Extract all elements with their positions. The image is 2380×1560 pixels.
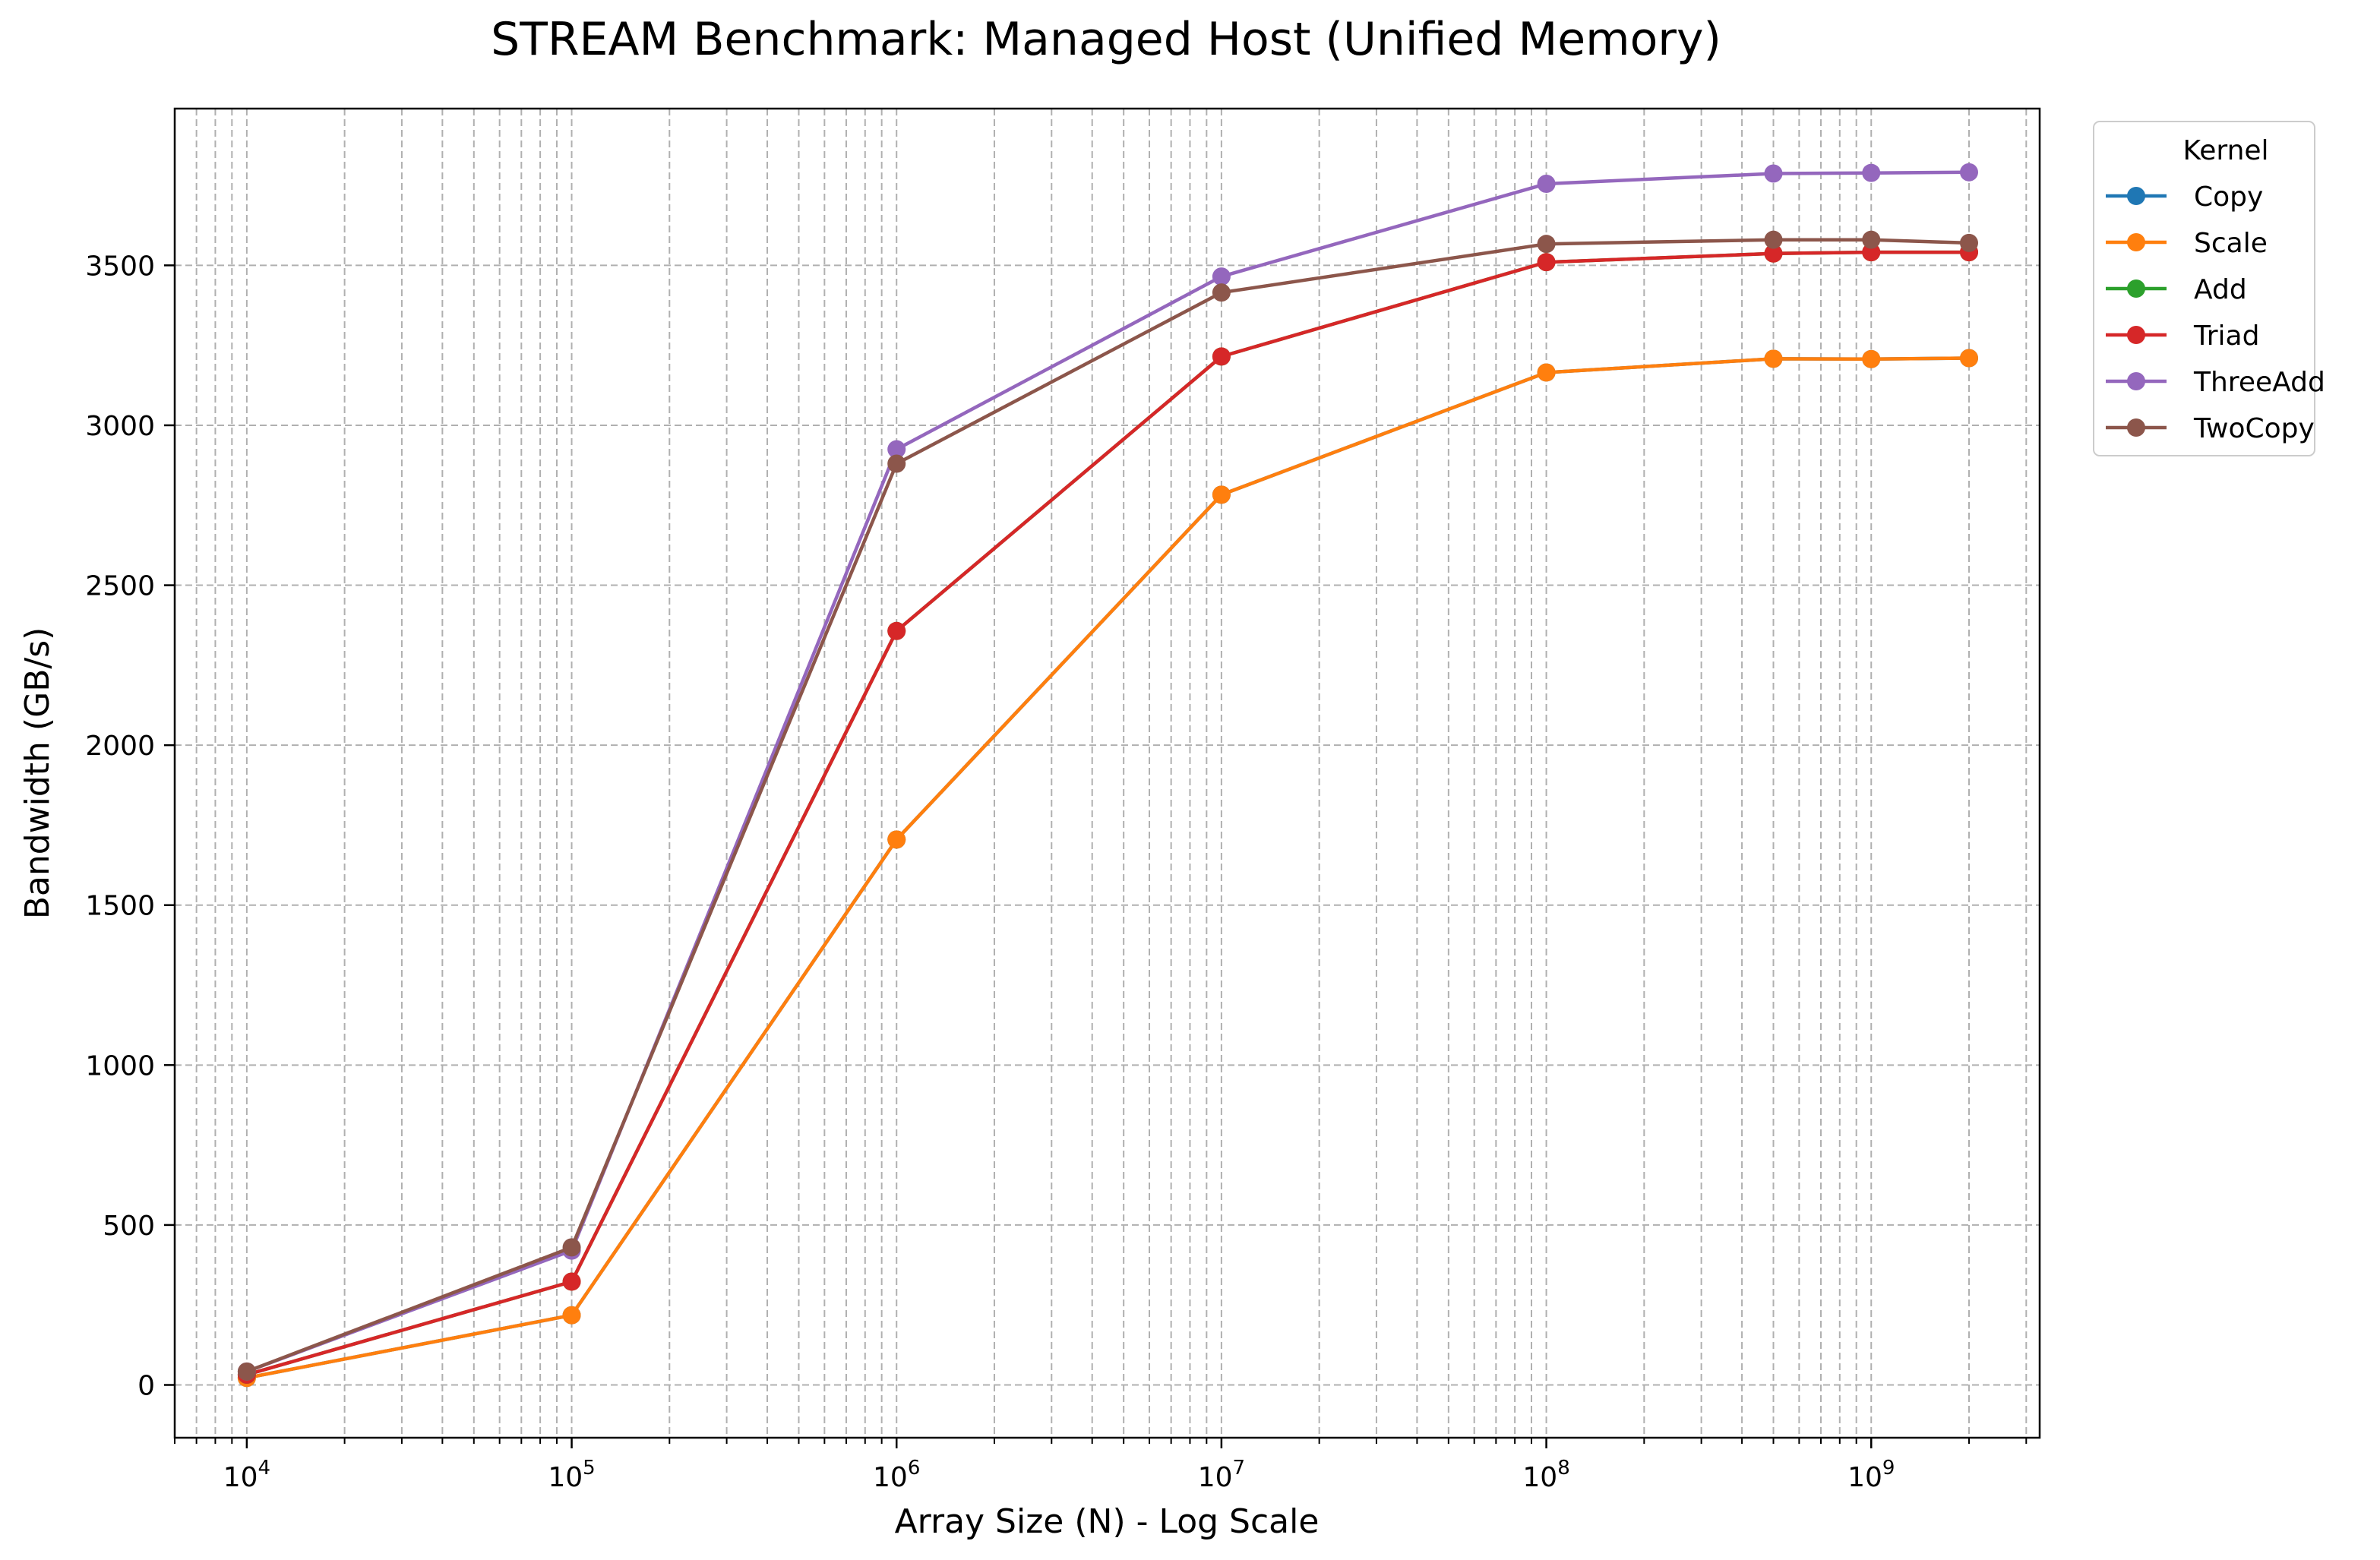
x-axis-label: Array Size (N) - Log Scale: [895, 1502, 1320, 1541]
legend-label-add: Add: [2194, 274, 2247, 305]
data-point-triad: [1212, 347, 1231, 366]
y-axis-label: Bandwidth (GB/s): [18, 627, 57, 920]
data-point-scale: [1862, 349, 1881, 368]
data-point-threeadd: [1959, 163, 1978, 182]
data-point-twocopy: [887, 454, 906, 473]
x-tick-label: 108: [1522, 1457, 1569, 1493]
series-twocopy: [237, 230, 1978, 1381]
y-tick-label: 500: [103, 1211, 155, 1242]
series-line-twocopy: [246, 238, 1970, 1373]
x-tick-label-base: 10: [873, 1462, 908, 1493]
plot-frame: [173, 107, 2041, 1439]
legend-marker-threeadd: [2127, 372, 2145, 390]
y-tick-label: 1500: [85, 891, 155, 922]
y-tick-label: 1000: [85, 1050, 155, 1082]
data-point-triad: [562, 1272, 581, 1291]
legend-item-add: Add: [2106, 274, 2247, 305]
x-tick-label-exponent: 4: [258, 1457, 271, 1479]
data-point-threeadd: [1537, 174, 1556, 193]
series-line-scale: [246, 356, 1970, 1380]
data-point-twocopy: [1862, 230, 1881, 249]
y-tick-label: 2500: [85, 571, 155, 602]
data-point-scale: [1212, 485, 1231, 504]
x-tick-label-base: 10: [1522, 1462, 1557, 1493]
data-point-triad: [1862, 243, 1881, 262]
x-tick-label: 106: [873, 1457, 920, 1493]
x-tick-label: 104: [223, 1457, 270, 1493]
data-point-threeadd: [887, 440, 906, 459]
data-point-scale: [562, 1306, 581, 1325]
data-point-twocopy: [1959, 233, 1978, 252]
legend-entries: Copy Scale Add Triad ThreeAdd TwoCopy: [2106, 182, 2325, 444]
legend-marker-add: [2127, 279, 2145, 298]
data-point-twocopy: [237, 1362, 256, 1381]
legend-label-twocopy: TwoCopy: [2193, 413, 2315, 444]
legend-item-scale: Scale: [2106, 228, 2268, 259]
data-point-triad: [887, 621, 906, 640]
x-tick-label-base: 10: [1847, 1462, 1882, 1493]
series-scale: [237, 349, 1978, 1388]
data-point-twocopy: [562, 1238, 581, 1257]
legend-label-copy: Copy: [2194, 182, 2263, 213]
series-layer: [237, 163, 1978, 1388]
x-tick-label-base: 10: [548, 1462, 583, 1493]
data-point-threeadd: [1764, 164, 1783, 183]
x-tick-label-exponent: 5: [583, 1457, 596, 1479]
legend-item-triad: Triad: [2106, 321, 2259, 352]
x-tick-label-exponent: 6: [908, 1457, 921, 1479]
data-point-triad: [1537, 253, 1556, 272]
data-point-triad: [1764, 244, 1783, 263]
legend-box: [2093, 121, 2315, 456]
data-point-twocopy: [1764, 230, 1783, 249]
y-tick-label: 2000: [85, 731, 155, 762]
legend-marker-scale: [2127, 233, 2145, 251]
data-point-threeadd: [1862, 163, 1881, 182]
x-tick-label: 105: [548, 1457, 595, 1493]
y-tick-label: 0: [137, 1371, 155, 1402]
legend-label-triad: Triad: [2193, 321, 2259, 352]
legend-title: Kernel: [2182, 135, 2268, 166]
legend-marker-twocopy: [2127, 418, 2145, 437]
data-point-scale: [1537, 363, 1556, 382]
legend: Kernel Copy Scale Add Triad ThreeAdd TwoCopy: [2093, 121, 2325, 456]
y-tick-label: 3500: [85, 251, 155, 282]
data-point-twocopy: [1212, 283, 1231, 302]
x-tick-label-exponent: 9: [1882, 1457, 1895, 1479]
x-tick-label-exponent: 7: [1233, 1457, 1246, 1479]
series-line-triad: [246, 250, 1969, 1377]
y-tick-label: 3000: [85, 411, 155, 442]
data-point-scale: [1959, 349, 1978, 368]
legend-marker-triad: [2127, 326, 2145, 344]
chart-title: STREAM Benchmark: Managed Host (Unified …: [491, 13, 1721, 66]
legend-item-copy: Copy: [2106, 182, 2263, 213]
x-tick-label-exponent: 8: [1557, 1457, 1570, 1479]
x-tick-label: 107: [1198, 1457, 1245, 1493]
legend-item-twocopy: TwoCopy: [2106, 413, 2315, 444]
data-point-twocopy: [1537, 235, 1556, 254]
x-tick-label-base: 10: [1198, 1462, 1233, 1493]
y-axis: 0 500 1000 1500 2000 2500 3000 3500: [85, 251, 175, 1402]
data-point-scale: [887, 830, 906, 849]
x-tick-label: 109: [1847, 1457, 1895, 1493]
data-point-threeadd: [1212, 267, 1231, 286]
legend-label-threeadd: ThreeAdd: [2193, 367, 2325, 398]
legend-item-threeadd: ThreeAdd: [2106, 367, 2325, 398]
data-point-scale: [1764, 349, 1783, 368]
x-tick-label-base: 10: [223, 1462, 258, 1493]
x-axis: 104 105 106 107 108 109: [174, 1438, 2028, 1493]
legend-label-scale: Scale: [2194, 228, 2268, 259]
legend-marker-copy: [2127, 187, 2145, 205]
